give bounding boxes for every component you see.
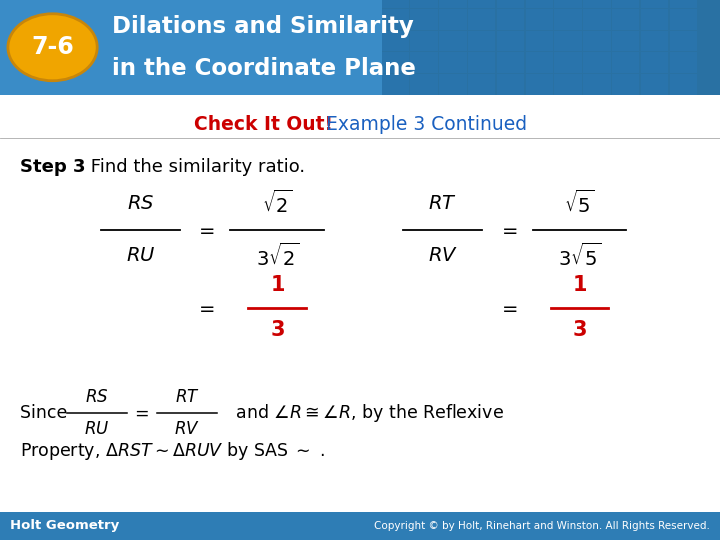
Text: $\mathbf{1}$: $\mathbf{1}$ <box>572 275 587 295</box>
Text: 7-6: 7-6 <box>31 35 74 59</box>
Bar <box>670 52 697 73</box>
Bar <box>526 9 553 30</box>
Text: $\mathbf{1}$: $\mathbf{1}$ <box>270 275 284 295</box>
Bar <box>439 9 467 30</box>
Bar <box>497 31 524 51</box>
Text: and $\angle R \cong \angle R$, by the Reflexive: and $\angle R \cong \angle R$, by the Re… <box>230 402 504 424</box>
Bar <box>468 9 495 30</box>
Bar <box>612 74 639 94</box>
Bar <box>641 74 668 94</box>
Bar <box>641 0 668 8</box>
Bar <box>583 0 611 8</box>
Text: $=$: $=$ <box>195 298 215 318</box>
Text: in the Coordinate Plane: in the Coordinate Plane <box>112 57 415 79</box>
Bar <box>410 9 438 30</box>
Text: $3\sqrt{5}$: $3\sqrt{5}$ <box>558 243 601 270</box>
Bar <box>382 52 409 73</box>
Text: $\mathit{RS}$: $\mathit{RS}$ <box>127 194 154 213</box>
Text: $\mathit{RT}$: $\mathit{RT}$ <box>428 194 457 213</box>
Bar <box>382 31 409 51</box>
Bar <box>410 52 438 73</box>
Text: $\mathit{RU}$: $\mathit{RU}$ <box>84 420 110 438</box>
Text: Dilations and Similarity: Dilations and Similarity <box>112 15 413 38</box>
Bar <box>583 31 611 51</box>
Bar <box>670 9 697 30</box>
Text: $\mathbf{3}$: $\mathbf{3}$ <box>270 320 284 341</box>
Bar <box>612 0 639 8</box>
Text: Property, $\Delta RST \sim \Delta RUV$ by SAS $\sim$ .: Property, $\Delta RST \sim \Delta RUV$ b… <box>20 440 325 462</box>
Bar <box>583 9 611 30</box>
Bar <box>526 52 553 73</box>
Bar <box>554 0 582 8</box>
Bar <box>468 31 495 51</box>
Bar <box>641 52 668 73</box>
Bar <box>641 31 668 51</box>
Text: Holt Geometry: Holt Geometry <box>10 519 120 532</box>
Text: Copyright © by Holt, Rinehart and Winston. All Rights Reserved.: Copyright © by Holt, Rinehart and Winsto… <box>374 521 710 531</box>
Bar <box>468 52 495 73</box>
Text: $\mathit{RS}$: $\mathit{RS}$ <box>86 388 109 406</box>
Bar <box>439 0 467 8</box>
Bar <box>612 52 639 73</box>
Text: $3\sqrt{2}$: $3\sqrt{2}$ <box>256 243 299 270</box>
Bar <box>670 0 697 8</box>
Bar <box>554 31 582 51</box>
Text: Check It Out!: Check It Out! <box>194 114 333 134</box>
Text: $\mathit{RT}$: $\mathit{RT}$ <box>175 388 199 406</box>
Bar <box>410 74 438 94</box>
Text: $\sqrt{2}$: $\sqrt{2}$ <box>262 190 292 217</box>
Bar <box>0 512 720 540</box>
Bar <box>670 31 697 51</box>
Bar <box>439 74 467 94</box>
Bar <box>439 52 467 73</box>
Bar <box>526 0 553 8</box>
Text: Since: Since <box>20 404 73 422</box>
Bar <box>554 52 582 73</box>
Bar <box>641 9 668 30</box>
Text: $\mathbf{3}$: $\mathbf{3}$ <box>572 320 587 341</box>
Bar <box>382 0 720 94</box>
Bar <box>439 31 467 51</box>
Circle shape <box>8 14 97 80</box>
Bar <box>612 31 639 51</box>
Bar <box>554 9 582 30</box>
Text: $\mathit{RU}$: $\mathit{RU}$ <box>126 246 155 265</box>
Bar <box>554 74 582 94</box>
Text: $\sqrt{5}$: $\sqrt{5}$ <box>564 190 595 217</box>
Bar <box>670 74 697 94</box>
Bar <box>410 31 438 51</box>
Bar <box>0 0 720 94</box>
Bar <box>497 0 524 8</box>
Bar <box>497 52 524 73</box>
Bar <box>583 74 611 94</box>
Bar <box>612 9 639 30</box>
Bar <box>382 9 409 30</box>
Bar <box>583 52 611 73</box>
Bar <box>526 74 553 94</box>
Text: $=$: $=$ <box>131 404 150 422</box>
Text: $\mathit{RV}$: $\mathit{RV}$ <box>174 420 200 438</box>
Text: Step 3: Step 3 <box>20 158 86 177</box>
Text: $=$: $=$ <box>498 220 518 239</box>
Text: $\mathit{RV}$: $\mathit{RV}$ <box>428 246 458 265</box>
Text: $=$: $=$ <box>498 298 518 318</box>
Bar <box>382 0 409 8</box>
Bar <box>497 74 524 94</box>
Bar <box>410 0 438 8</box>
Bar <box>526 31 553 51</box>
Bar <box>468 0 495 8</box>
Text: Example 3 Continued: Example 3 Continued <box>320 114 528 134</box>
Bar <box>497 9 524 30</box>
Text: Find the similarity ratio.: Find the similarity ratio. <box>85 158 305 177</box>
Bar <box>468 74 495 94</box>
Text: $=$: $=$ <box>195 220 215 239</box>
Bar <box>382 74 409 94</box>
